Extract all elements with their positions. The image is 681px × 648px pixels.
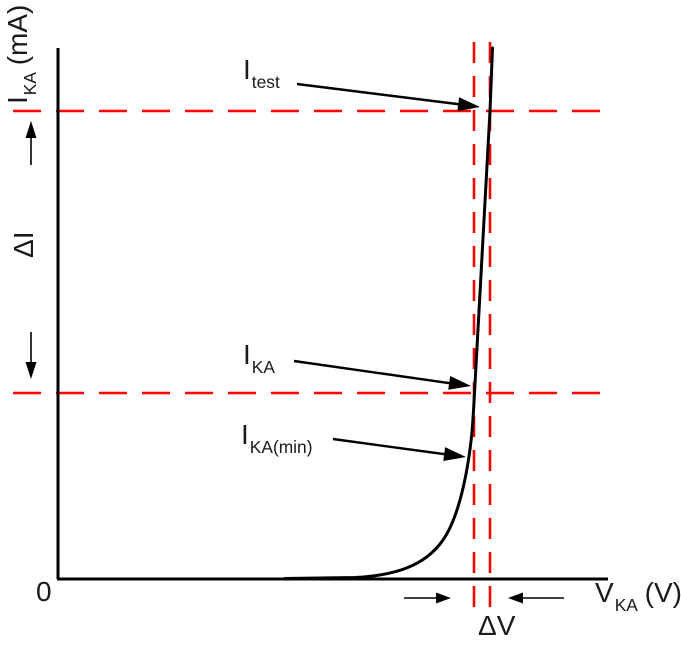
x-axis-title-unit: (V)	[636, 577, 681, 608]
itest-arrowhead-icon	[457, 97, 480, 112]
x-axis-title-subscript: KA	[614, 594, 638, 615]
ika-arrowhead-icon	[448, 376, 471, 390]
x-axis-title: VKA (V)	[595, 577, 681, 613]
ikamin-label-symbol: I	[241, 419, 249, 450]
ikamin-label-subscript: KA(min)	[249, 436, 313, 457]
delta-v-right-arrowhead-icon	[436, 592, 451, 604]
y-axis-title-unit: (mA)	[2, 4, 33, 74]
itest-arrow-line	[296, 82, 462, 106]
ikamin-label: IKA(min)	[241, 419, 312, 455]
delta-v-label: ΔV	[478, 610, 516, 641]
delta-i-down-arrowhead-icon	[25, 362, 37, 379]
delta-i-up-arrowhead-icon	[25, 121, 37, 138]
ika-label: IKA	[243, 339, 275, 375]
ikamin-arrowhead-icon	[443, 447, 466, 461]
itest-label-symbol: I	[243, 54, 251, 85]
delta-i-label: ΔI	[8, 231, 39, 258]
ika-label-symbol: I	[243, 339, 251, 370]
ika-arrow-line	[293, 359, 453, 385]
y-axis-title: IKA (mA)	[2, 4, 40, 104]
x-axis-title-symbol: V	[595, 577, 614, 608]
origin-label: 0	[36, 576, 52, 607]
ika-label-subscript: KA	[251, 356, 275, 377]
y-axis-title-subscript: KA	[19, 72, 40, 96]
itest-label: Itest	[243, 54, 280, 90]
iv-curve	[283, 46, 494, 580]
ikamin-arrow-line	[332, 437, 448, 456]
y-axis-title-symbol: I	[2, 96, 33, 104]
delta-v-left-arrowhead-icon	[508, 592, 523, 604]
itest-label-subscript: test	[251, 71, 280, 92]
